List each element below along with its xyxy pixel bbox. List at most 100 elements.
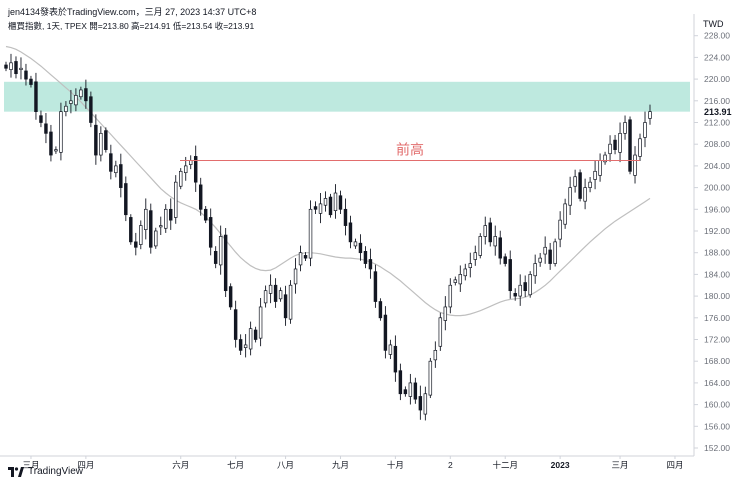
candle[interactable] <box>393 335 398 382</box>
candle[interactable] <box>608 135 612 162</box>
candle[interactable] <box>543 236 547 264</box>
candle[interactable] <box>458 265 463 292</box>
candle[interactable] <box>513 288 517 301</box>
candle[interactable] <box>149 203 153 254</box>
candle[interactable] <box>64 101 68 117</box>
candle[interactable] <box>9 53 13 78</box>
candle[interactable] <box>119 153 123 198</box>
candle[interactable] <box>363 246 368 269</box>
candle[interactable] <box>203 206 208 224</box>
candle[interactable] <box>208 208 213 256</box>
candle[interactable] <box>333 184 338 219</box>
candle[interactable] <box>588 177 592 193</box>
candle[interactable] <box>258 297 263 347</box>
candle[interactable] <box>353 238 358 249</box>
candle[interactable] <box>643 111 647 148</box>
candle[interactable] <box>443 296 448 331</box>
candle[interactable] <box>303 252 308 262</box>
candle[interactable] <box>573 169 577 193</box>
candle[interactable] <box>129 214 133 245</box>
candle[interactable] <box>104 127 108 153</box>
candle[interactable] <box>293 258 298 294</box>
candle[interactable] <box>483 216 487 245</box>
candle[interactable] <box>593 160 597 190</box>
candle[interactable] <box>568 176 572 215</box>
candle[interactable] <box>263 285 268 308</box>
brand-footer[interactable]: TradingView <box>8 466 83 477</box>
candle[interactable] <box>79 86 83 100</box>
candle[interactable] <box>503 253 507 267</box>
candle[interactable] <box>498 230 502 265</box>
candle[interactable] <box>323 191 328 212</box>
candle[interactable] <box>413 377 418 404</box>
candle[interactable] <box>49 124 53 162</box>
candle[interactable] <box>368 248 373 279</box>
candle[interactable] <box>94 114 98 165</box>
candle[interactable] <box>248 321 253 356</box>
candle[interactable] <box>169 198 173 230</box>
candle[interactable] <box>358 234 363 261</box>
candle[interactable] <box>84 79 88 109</box>
candle[interactable] <box>14 56 18 79</box>
candle[interactable] <box>69 89 73 114</box>
candle[interactable] <box>398 363 403 401</box>
candle[interactable] <box>638 133 642 162</box>
candle[interactable] <box>453 276 458 286</box>
candle[interactable] <box>268 274 273 304</box>
candle[interactable] <box>114 160 118 178</box>
candle[interactable] <box>528 271 532 298</box>
candle[interactable] <box>388 339 393 360</box>
candle[interactable] <box>628 116 632 175</box>
candle[interactable] <box>124 176 128 222</box>
candle[interactable] <box>34 72 38 120</box>
candle[interactable] <box>493 225 497 256</box>
candle[interactable] <box>134 232 138 256</box>
candle[interactable] <box>523 275 527 298</box>
candle[interactable] <box>174 175 178 224</box>
candle[interactable] <box>228 283 233 310</box>
candle[interactable] <box>164 204 168 233</box>
candle[interactable] <box>139 220 143 250</box>
candle[interactable] <box>623 115 627 140</box>
candle[interactable] <box>488 217 492 247</box>
candle[interactable] <box>218 225 223 275</box>
symbol-legend[interactable]: 櫃買指數, 1天, TPEX 開=213.80 高=214.91 低=213.5… <box>8 21 255 31</box>
candle[interactable] <box>408 373 413 405</box>
candle[interactable] <box>74 88 78 112</box>
candle[interactable] <box>578 169 582 202</box>
candle[interactable] <box>193 145 198 192</box>
candle[interactable] <box>159 216 163 235</box>
candle[interactable] <box>233 300 238 348</box>
candle[interactable] <box>423 386 428 421</box>
candle[interactable] <box>144 198 148 240</box>
candle[interactable] <box>213 246 218 269</box>
candle[interactable] <box>343 198 348 236</box>
candle[interactable] <box>283 285 288 326</box>
candle[interactable] <box>99 126 103 162</box>
candle[interactable] <box>558 211 562 248</box>
candle[interactable] <box>383 306 388 359</box>
candle[interactable] <box>298 245 303 272</box>
candle[interactable] <box>598 153 602 182</box>
candle[interactable] <box>418 385 423 420</box>
candle[interactable] <box>563 198 567 229</box>
candle[interactable] <box>89 91 93 128</box>
candle[interactable] <box>44 113 48 144</box>
candle[interactable] <box>478 233 482 259</box>
candle[interactable] <box>109 144 113 180</box>
candle[interactable] <box>583 178 587 210</box>
candle[interactable] <box>538 252 542 267</box>
candle[interactable] <box>198 177 203 216</box>
candle[interactable] <box>308 200 313 267</box>
candle[interactable] <box>59 102 63 161</box>
candle[interactable] <box>533 254 537 284</box>
candle[interactable] <box>433 341 438 368</box>
candle[interactable] <box>328 193 333 218</box>
candle[interactable] <box>243 334 248 358</box>
candle[interactable] <box>348 215 353 249</box>
candle[interactable] <box>154 227 158 249</box>
candle[interactable] <box>39 110 43 128</box>
candle[interactable] <box>473 245 477 266</box>
candle[interactable] <box>613 134 617 155</box>
